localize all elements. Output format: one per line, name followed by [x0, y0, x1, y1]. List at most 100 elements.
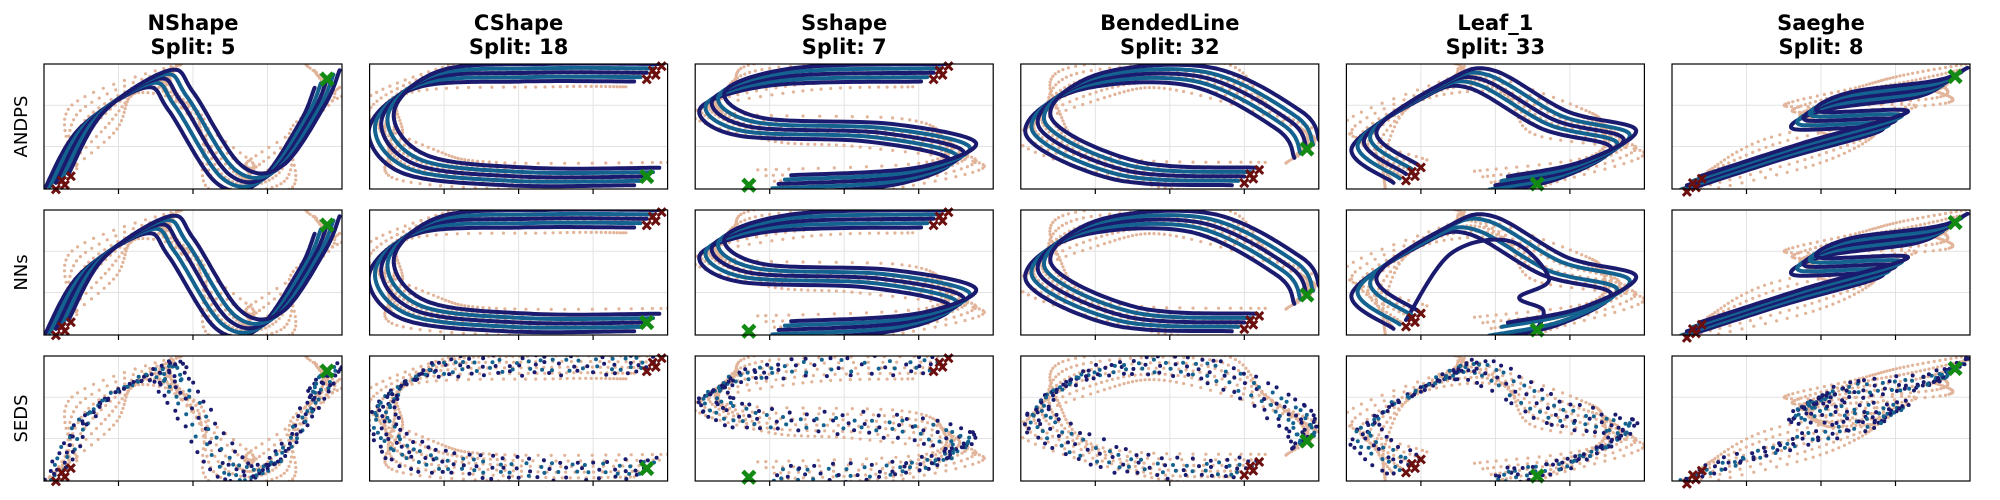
panel-andps-bendedline [1020, 60, 1320, 194]
demonstration-point [68, 274, 72, 278]
demonstration-point [1939, 95, 1943, 99]
demonstration-point [1061, 68, 1065, 72]
demonstration-point [63, 274, 67, 279]
demonstration-point [1115, 60, 1118, 63]
demonstration-point [471, 159, 475, 163]
demonstration-point [1795, 105, 1800, 109]
demonstration-point [103, 271, 107, 276]
demonstration-point [764, 174, 768, 178]
demonstration-point [599, 230, 603, 234]
demonstration-point [928, 123, 932, 127]
demonstration-point [467, 59, 470, 62]
demonstration-point [414, 140, 418, 144]
demonstration-point [267, 324, 271, 328]
demonstration-point [824, 195, 827, 198]
demonstration-point [282, 179, 286, 183]
demonstration-point [621, 231, 625, 235]
demonstration-point [275, 286, 279, 291]
demonstration-point [1935, 96, 1939, 100]
demonstration-point [279, 146, 283, 150]
demonstration-point [162, 212, 166, 217]
start-marker [928, 74, 939, 85]
demonstration-point [745, 91, 749, 95]
start-marker [934, 65, 945, 76]
reproduction-trajectories [369, 210, 662, 335]
demonstration-point [1914, 104, 1918, 108]
demonstration-point [231, 292, 236, 296]
demonstration-point [1584, 108, 1588, 113]
demonstration-point [169, 236, 173, 240]
demonstration-point [395, 81, 399, 85]
demonstration-point [91, 110, 95, 114]
demonstration-point [287, 318, 291, 322]
demonstration-point [397, 115, 401, 119]
demonstration-point [252, 167, 256, 171]
demonstration-point [466, 304, 471, 308]
row-label-seds: SEDS [11, 394, 32, 442]
demonstration-point [94, 134, 99, 139]
demonstration-point [781, 59, 784, 62]
demonstration-point [400, 128, 405, 132]
demonstration-point [640, 161, 645, 165]
demonstration-point [604, 335, 607, 338]
demonstration-point [931, 159, 935, 163]
demonstration-point [1391, 129, 1395, 133]
demonstration-point [272, 151, 276, 155]
demonstration-point [1673, 192, 1676, 195]
demonstration-point [390, 321, 394, 325]
demonstration-point [936, 157, 940, 161]
demonstration-point [1400, 112, 1404, 116]
demonstration-point [1910, 106, 1914, 110]
demonstration-point [89, 151, 94, 155]
demonstration-point [1064, 75, 1068, 79]
demonstration-point [291, 123, 295, 127]
demonstration-point [117, 123, 122, 127]
demonstration-point [1775, 173, 1779, 177]
demonstration-point [1089, 100, 1093, 104]
demonstration-point [213, 308, 217, 312]
demonstration-point [464, 205, 467, 208]
demonstration-point [1425, 158, 1429, 162]
demonstration-point [524, 85, 528, 89]
demonstration-point [112, 228, 116, 232]
demonstration-point [1063, 86, 1067, 90]
demonstration-point [277, 171, 281, 175]
demonstration-point [185, 246, 189, 251]
demonstration-point [72, 264, 76, 268]
demonstration-point [396, 258, 400, 262]
demonstration-point [1745, 145, 1749, 149]
demonstration-point [62, 123, 67, 127]
demonstration-point [263, 340, 266, 343]
demonstration-point [1089, 68, 1093, 73]
demonstration-point [1591, 111, 1595, 116]
demonstration-point [906, 162, 911, 166]
demonstration-point [551, 85, 555, 89]
demonstration-point [1113, 92, 1117, 96]
column-title-sshape: Sshape [801, 11, 887, 35]
demonstration-point [217, 337, 220, 340]
demonstration-point [375, 245, 379, 249]
demonstration-point [1803, 103, 1807, 107]
demonstration-point [549, 307, 553, 311]
demonstration-point [831, 194, 834, 197]
demonstration-point [375, 236, 379, 240]
demonstration-point [838, 86, 843, 90]
demonstration-point [764, 314, 768, 318]
demonstration-point [1060, 140, 1064, 144]
demonstration-point [785, 260, 789, 264]
demonstration-point [99, 130, 103, 134]
demonstration-point [558, 85, 562, 89]
demonstration-point [1632, 147, 1636, 151]
demonstration-point [1388, 124, 1393, 128]
demonstration-point [612, 85, 616, 89]
demonstration-point [1906, 79, 1910, 84]
demonstration-point [1759, 170, 1763, 174]
demonstration-point [563, 307, 567, 311]
demonstration-point [1064, 125, 1068, 130]
demonstration-point [414, 286, 418, 290]
demonstration-point [1126, 89, 1130, 93]
demonstration-point [931, 271, 935, 275]
demonstration-point [1924, 97, 1928, 101]
demonstration-point [977, 161, 981, 165]
demonstration-point [403, 224, 407, 228]
